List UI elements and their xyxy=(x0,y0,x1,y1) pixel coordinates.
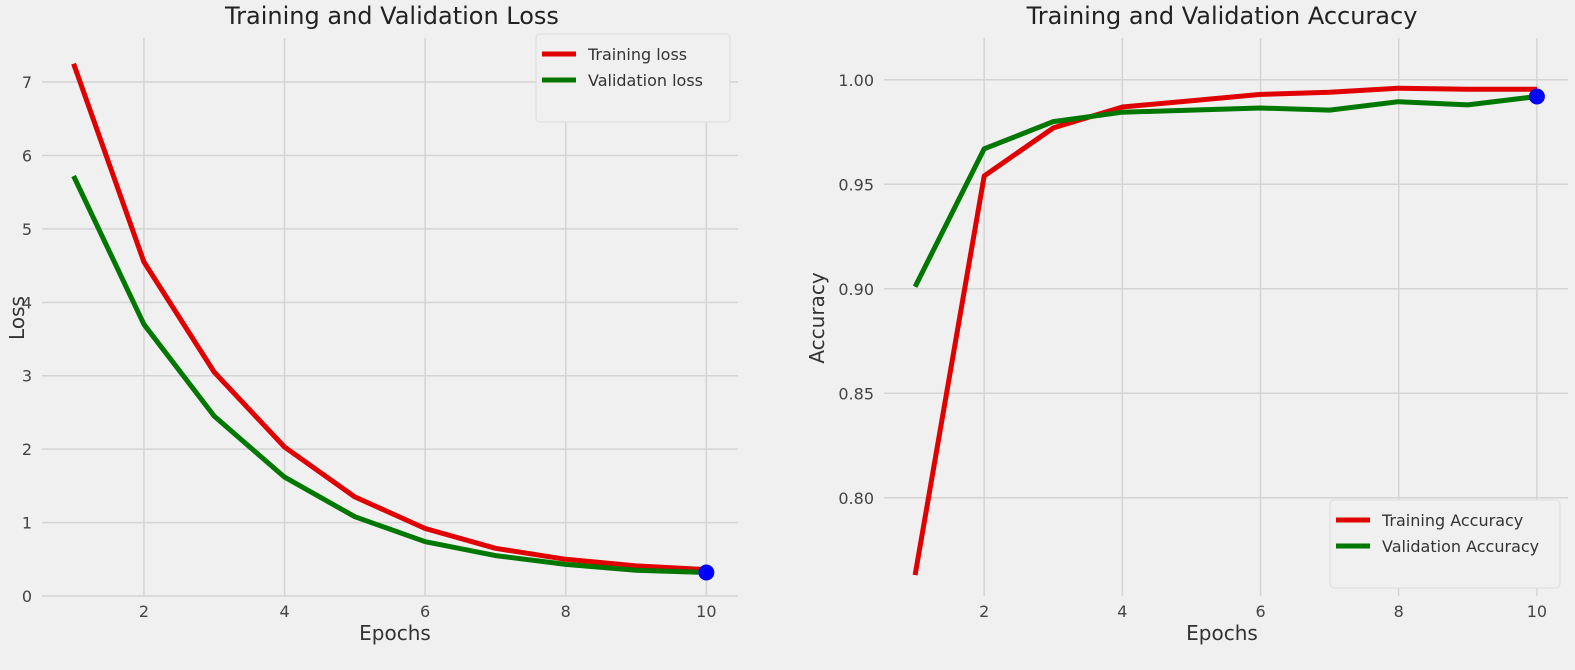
y-tick-label: 0.95 xyxy=(838,175,874,194)
y-tick-label: 1 xyxy=(22,514,32,533)
x-tick-label: 4 xyxy=(279,602,289,621)
x-tick-label: 6 xyxy=(1255,602,1265,621)
x-tick-label: 8 xyxy=(561,602,571,621)
training-series-line xyxy=(912,85,1537,576)
x-axis-label: Epochs xyxy=(1186,621,1258,645)
best-epoch-marker xyxy=(698,564,715,581)
x-tick-label: 10 xyxy=(696,602,716,621)
y-tick-label: 0.85 xyxy=(838,384,874,403)
validation-series-line xyxy=(912,94,1538,288)
x-axis-label: Epochs xyxy=(359,621,431,645)
y-tick-label: 0.90 xyxy=(838,280,874,299)
legend-label: Validation loss xyxy=(588,71,703,90)
chart-title: Training and Validation Accuracy xyxy=(1026,2,1418,30)
y-tick-label: 3 xyxy=(22,367,32,386)
x-tick-label: 10 xyxy=(1527,602,1547,621)
y-axis-label: Accuracy xyxy=(805,272,829,363)
legend: Training loss Validation loss xyxy=(535,33,731,123)
training-series-line xyxy=(71,62,707,573)
legend: Training Accuracy Validation Accuracy xyxy=(1329,499,1561,589)
x-tick-label: 2 xyxy=(979,602,989,621)
y-tick-label: 4 xyxy=(22,293,32,312)
y-tick-label: 6 xyxy=(22,146,32,165)
y-axis-label: Loss xyxy=(5,296,29,340)
legend-label: Training loss xyxy=(587,45,687,64)
x-tick-label: 6 xyxy=(420,602,430,621)
x-tick-label: 8 xyxy=(1394,602,1404,621)
x-tick-label: 2 xyxy=(139,602,149,621)
chart-title: Training and Validation Loss xyxy=(224,2,559,30)
y-tick-label: 0 xyxy=(22,587,32,606)
loss-chart: 2 4 6 8 10 0 1 2 3 4 5 6 7 Training and Validation Lo… xyxy=(5,2,738,645)
y-tick-label: 0.80 xyxy=(838,489,874,508)
legend-box xyxy=(535,33,731,123)
y-tick-label: 2 xyxy=(22,440,32,459)
y-tick-label: 5 xyxy=(22,220,32,239)
accuracy-chart: 2 4 6 8 10 0.80 0.85 0.90 0.95 1.00 Training and V… xyxy=(805,2,1568,645)
y-tick-label: 1.00 xyxy=(838,71,874,90)
y-tick-label: 7 xyxy=(22,73,32,92)
validation-series-line xyxy=(71,174,707,575)
x-tick-label: 4 xyxy=(1117,602,1127,621)
legend-label: Training Accuracy xyxy=(1381,511,1523,530)
best-epoch-marker xyxy=(1528,88,1545,105)
legend-box xyxy=(1329,499,1561,589)
legend-label: Validation Accuracy xyxy=(1382,537,1539,556)
